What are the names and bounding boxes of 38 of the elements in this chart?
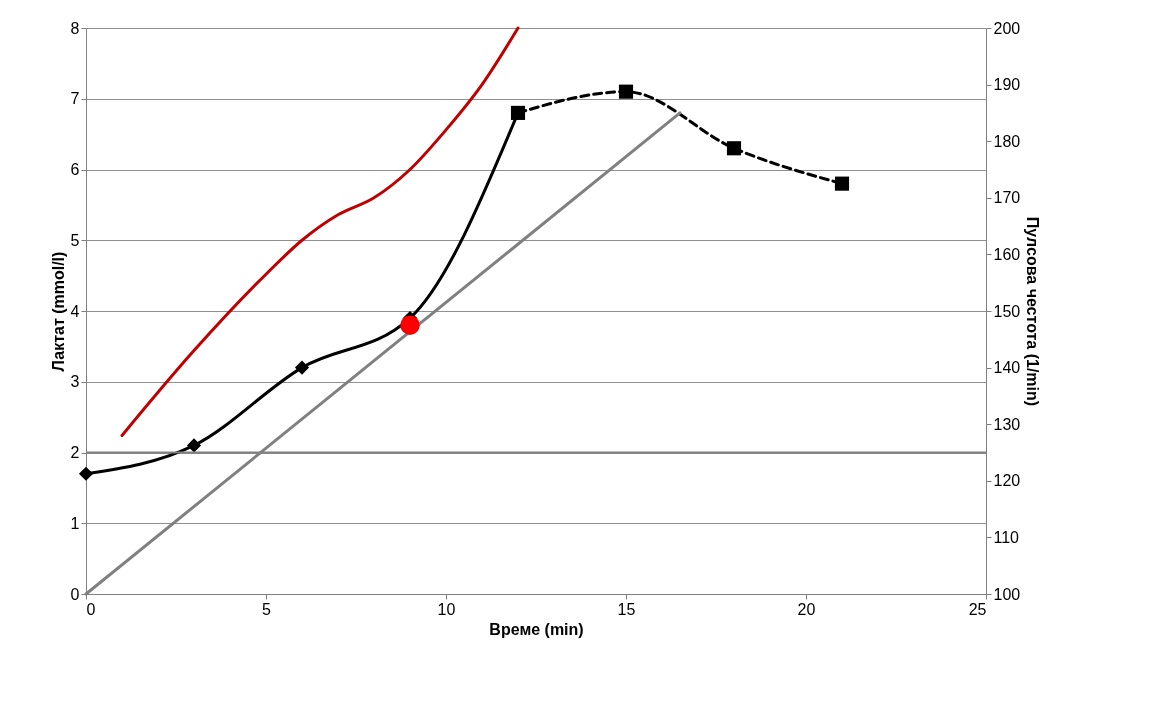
y2-tick-label: 150 [993,302,1021,320]
y2-tick-label: 100 [993,585,1021,603]
x-tick-label: 5 [262,600,272,618]
y2-tick-label: 200 [993,19,1021,37]
y2-tick-label: 110 [993,528,1020,546]
x-axis-title: Време (min) [489,620,584,638]
x-tick-label: 25 [968,600,987,618]
point [400,315,420,335]
point [78,466,94,481]
y2-tick-label: 120 [993,472,1021,490]
x-tick-label: 10 [437,600,456,618]
y-tick-label: 1 [70,514,80,532]
y2-tick-label: 180 [993,132,1021,150]
y-tick-label: 7 [70,90,80,108]
y-tick-label: 0 [70,585,80,603]
y-tick-label: 3 [70,373,80,391]
point [510,105,526,120]
y2-axis-title: Пулсова честота (1/min) [1024,216,1042,407]
y-tick-label: 2 [70,444,80,461]
y2-tick-label: 170 [993,189,1021,207]
point [186,438,202,453]
y-tick-label: 8 [70,19,80,37]
y-tick-label: 4 [70,302,80,320]
y2-tick-label: 130 [993,415,1021,433]
y-axis-title: Лактат (mmol/l) [49,251,67,372]
x-tick-label: 0 [86,600,96,618]
y2-tick-label: 190 [993,76,1021,94]
x-tick-label: 15 [617,600,636,618]
point [834,176,850,191]
y2-tick-label: 140 [993,359,1021,377]
point [726,141,742,156]
point [618,84,634,99]
y2-tick-label: 160 [993,245,1021,263]
x-tick-label: 20 [797,600,816,618]
y-tick-label: 6 [70,161,80,178]
y-tick-label: 5 [70,231,80,249]
line-series [120,26,520,438]
point [294,360,310,375]
